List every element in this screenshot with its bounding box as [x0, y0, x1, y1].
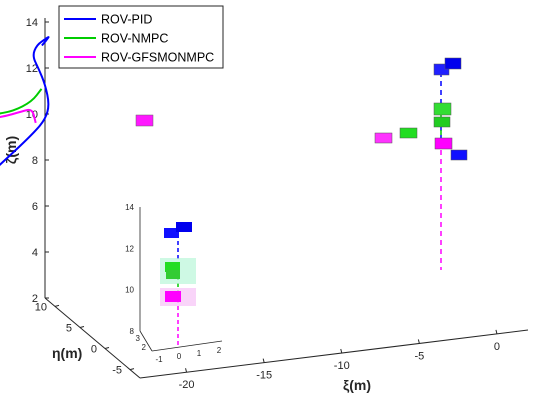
- series-layer: [0, 36, 50, 167]
- pid-bottom-marker: [450, 149, 468, 161]
- legend: ROV-PID ROV-NMPC ROV-GFSMONMPC: [58, 5, 224, 69]
- y-tick-label-0: 10: [35, 301, 47, 313]
- inset-z-tick-3: 14: [125, 203, 134, 212]
- x-axis-label: ξ(m): [343, 377, 371, 393]
- inset-z-tick-2: 12: [125, 244, 134, 253]
- inset-blue-box-1: [164, 228, 179, 238]
- series-line-0: [0, 36, 50, 167]
- legend-label-2: ROV-GFSMONMPC: [101, 51, 214, 65]
- x-tick-label-3: -5: [414, 350, 424, 362]
- y-tick-mark-3: [129, 368, 135, 371]
- z-tick-label-2: 6: [32, 201, 38, 213]
- y-axis-ticks: 10 5 0 -5: [35, 301, 135, 377]
- x-tick-mark-2: [340, 348, 343, 354]
- inset-y-tick-0: 3: [136, 334, 141, 343]
- inset-magenta-box: [165, 291, 181, 302]
- inset-x-axis: [151, 340, 223, 352]
- inset-x-tick-0: -1: [155, 355, 163, 364]
- inset-x-tick-1: 0: [177, 352, 182, 361]
- inset-y-axis: [139, 330, 153, 352]
- inset-z-tick-0: 8: [130, 327, 135, 336]
- nmpc-marker: [399, 102, 452, 139]
- inset-x-tick-3: 2: [217, 346, 222, 355]
- inset-z-tick-1: 10: [125, 286, 134, 295]
- y-tick-label-1: 5: [66, 322, 72, 334]
- y-tick-mark-1: [79, 325, 85, 328]
- x-tick-mark-0: [185, 368, 188, 373]
- legend-label-1: ROV-NMPC: [101, 32, 168, 46]
- x-tick-label-0: -20: [179, 379, 195, 391]
- series-line-2: [0, 108, 37, 124]
- y-tick-mark-2: [104, 347, 110, 350]
- x-tick-mark-3: [417, 339, 420, 344]
- axes-frame: [44, 18, 529, 379]
- inset-blue-box-2: [176, 222, 192, 232]
- gfsmo-marker: [374, 132, 453, 150]
- legend-label-0: ROV-PID: [101, 13, 152, 27]
- x-tick-mark-1: [262, 358, 265, 363]
- inset-green-box-2: [166, 270, 180, 279]
- inset-green-box-1: [165, 262, 180, 272]
- y-tick-label-3: -5: [112, 365, 122, 377]
- x-tick-label-1: -15: [256, 370, 272, 382]
- inset-x-tick-2: 1: [197, 349, 202, 358]
- x-axis-ticks: -20 -15 -10 -5 0: [179, 329, 500, 391]
- x-axis-line: [139, 329, 529, 379]
- z-tick-label-1: 4: [32, 247, 38, 259]
- pid-top-marker: [433, 57, 462, 76]
- vehicle-markers: [135, 57, 468, 161]
- rov-start-marker: [135, 114, 154, 127]
- legend-items: ROV-PID ROV-NMPC ROV-GFSMONMPC: [64, 13, 214, 65]
- z-tick-label-6: 14: [26, 17, 38, 29]
- z-tick-label-3: 8: [32, 155, 38, 167]
- y-axis-line: [44, 297, 141, 379]
- x-tick-mark-4: [495, 329, 498, 334]
- y-tick-label-2: 0: [91, 344, 97, 356]
- y-tick-mark-0: [54, 304, 60, 307]
- x-tick-label-4: 0: [494, 341, 500, 353]
- inset-y-tick-1: 2: [142, 343, 147, 352]
- z-tick-label-5: 12: [26, 63, 38, 75]
- z-tick-label-0: 2: [32, 293, 38, 305]
- x-tick-label-2: -10: [334, 360, 350, 372]
- y-axis-label: η(m): [52, 345, 82, 361]
- series-line-1: [0, 88, 43, 115]
